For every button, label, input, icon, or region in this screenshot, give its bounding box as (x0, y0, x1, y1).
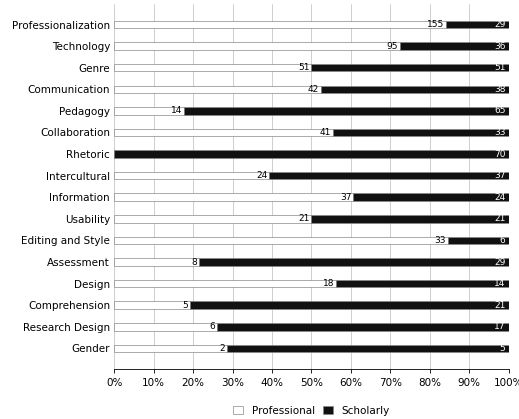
Legend: Professional, Scholarly: Professional, Scholarly (229, 402, 394, 419)
Bar (114, 301, 190, 309)
Text: 51: 51 (494, 63, 506, 72)
Text: 37: 37 (340, 193, 351, 202)
Bar (114, 129, 333, 136)
Bar (114, 323, 217, 331)
Text: 8: 8 (192, 258, 198, 266)
Bar (114, 172, 269, 179)
Bar (114, 85, 321, 93)
Text: 41: 41 (319, 128, 331, 137)
Text: 33: 33 (434, 236, 446, 245)
Bar (353, 194, 509, 201)
Bar (114, 215, 311, 222)
Bar (269, 172, 509, 179)
Bar (448, 237, 509, 244)
Bar (114, 21, 446, 28)
Text: 95: 95 (387, 41, 398, 51)
Text: 24: 24 (256, 171, 267, 180)
Text: 155: 155 (427, 20, 444, 29)
Bar (311, 64, 509, 72)
Text: 5: 5 (182, 301, 188, 310)
Text: 70: 70 (494, 150, 506, 158)
Bar (190, 301, 509, 309)
Text: 29: 29 (494, 258, 506, 266)
Text: 6: 6 (209, 322, 215, 331)
Bar (184, 107, 509, 115)
Text: 2: 2 (220, 344, 225, 353)
Bar (217, 323, 509, 331)
Text: 33: 33 (494, 128, 506, 137)
Bar (114, 150, 509, 158)
Bar (400, 42, 509, 50)
Bar (114, 280, 336, 287)
Text: 21: 21 (494, 215, 506, 223)
Text: 29: 29 (494, 20, 506, 29)
Text: 38: 38 (494, 85, 506, 94)
Bar (336, 280, 509, 287)
Text: 42: 42 (308, 85, 319, 94)
Text: 6: 6 (500, 236, 506, 245)
Text: 14: 14 (494, 279, 506, 288)
Text: 37: 37 (494, 171, 506, 180)
Bar (114, 237, 448, 244)
Text: 14: 14 (171, 106, 182, 115)
Bar (114, 194, 353, 201)
Text: 5: 5 (500, 344, 506, 353)
Bar (114, 258, 199, 266)
Bar (227, 344, 509, 352)
Text: 65: 65 (494, 106, 506, 115)
Text: 21: 21 (298, 215, 309, 223)
Text: 21: 21 (494, 301, 506, 310)
Text: 17: 17 (494, 322, 506, 331)
Text: 51: 51 (298, 63, 309, 72)
Bar (114, 64, 311, 72)
Bar (446, 21, 509, 28)
Bar (333, 129, 509, 136)
Text: 36: 36 (494, 41, 506, 51)
Bar (199, 258, 509, 266)
Bar (114, 344, 227, 352)
Text: 24: 24 (494, 193, 506, 202)
Bar (114, 107, 184, 115)
Text: 18: 18 (323, 279, 334, 288)
Bar (114, 42, 400, 50)
Bar (311, 215, 509, 222)
Bar (321, 85, 509, 93)
